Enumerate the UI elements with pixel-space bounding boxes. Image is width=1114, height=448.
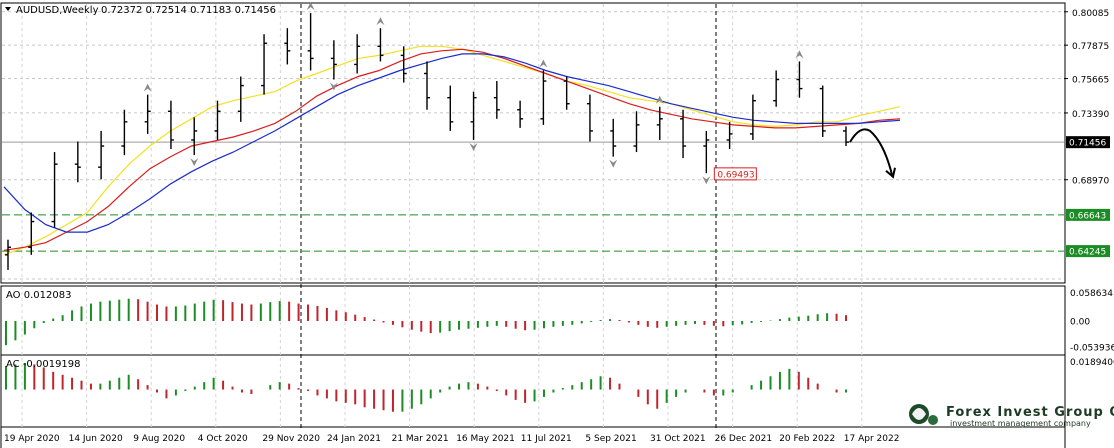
ohlc-bar (98, 130, 105, 180)
projection-arrow (849, 128, 893, 175)
ohlc-bar (447, 85, 454, 131)
fractal-up-icon (655, 95, 664, 104)
x-tick-label: 14 Jun 2020 (69, 434, 123, 444)
ohlc-bar (656, 106, 663, 140)
x-tick-label: 31 Oct 2021 (650, 434, 706, 444)
watermark-company: Forex Invest Group OU (946, 405, 1114, 420)
y-tick-label: 0.68970 (1072, 177, 1109, 187)
level-price-label: 0.66643 (1069, 211, 1106, 221)
ao-tick-label: 0.058634 (1070, 289, 1113, 299)
ohlc-bar (749, 94, 756, 140)
ohlc-bar (563, 76, 570, 110)
ohlc-bar (819, 85, 826, 137)
moving-average-ma-slow (3, 53, 901, 233)
ohlc-bar (726, 121, 733, 150)
x-tick-label: 16 May 2021 (456, 434, 515, 444)
ohlc-bar (330, 40, 337, 80)
ohlc-bar (377, 28, 384, 62)
x-tick-label: 19 Apr 2020 (4, 434, 60, 444)
ohlc-bar (517, 100, 524, 128)
ohlc-bar (354, 34, 361, 74)
fractal-up-icon (306, 2, 315, 11)
fractal-down-icon (469, 142, 478, 151)
ohlc-bar (680, 109, 687, 159)
ohlc-label: 0.72372 0.72514 0.71183 0.71456 (101, 5, 276, 16)
ac-tick-label: 0.0189406 (1070, 358, 1114, 368)
x-tick-label: 26 Dec 2021 (715, 434, 773, 444)
x-tick-label: 9 Aug 2020 (133, 434, 185, 444)
x-tick-label: 17 Apr 2022 (844, 434, 900, 444)
current-price-box (1066, 136, 1110, 149)
ohlc-bar (191, 117, 198, 156)
chart-title: AUDUSD,Weekly (16, 5, 99, 16)
moving-average-ma-mid (3, 48, 901, 251)
ohlc-bar (121, 109, 128, 156)
ohlc-bar (284, 28, 291, 65)
ohlc-bar (74, 141, 81, 183)
ohlc-bar (586, 94, 593, 142)
ohlc-bar (167, 100, 174, 150)
fractal-up-icon (795, 50, 804, 59)
ohlc-bar (470, 91, 477, 140)
main-panel (0, 2, 1066, 284)
ohlc-bar (843, 126, 849, 147)
ohlc-bar (610, 118, 617, 157)
current-price-label: 0.71456 (1069, 139, 1106, 149)
ohlc-bar (28, 212, 35, 255)
ohlc-bar (773, 70, 780, 107)
fractal-up-icon (143, 83, 152, 92)
y-tick-label: 0.80085 (1072, 9, 1109, 19)
x-tick-label: 11 Jul 2021 (521, 434, 572, 444)
fractal-down-icon (609, 159, 618, 168)
fractal-up-icon (376, 17, 385, 26)
ohlc-bar (400, 46, 407, 83)
low-marker-label: 0.69493 (717, 170, 754, 180)
ao-label: AO 0.012083 (6, 290, 71, 301)
ohlc-bar (5, 239, 11, 270)
x-tick-label: 5 Sep 2021 (585, 434, 636, 444)
watermark-tagline: investment management company (950, 419, 1091, 428)
fractal-down-icon (329, 82, 338, 91)
y-tick-label: 0.73390 (1072, 110, 1109, 120)
ohlc-bar (51, 152, 58, 228)
y-tick-label: 0.77875 (1072, 42, 1109, 52)
moving-average-ma-fast (3, 45, 901, 256)
low-marker-box (713, 167, 757, 181)
ohlc-bar (307, 13, 314, 71)
level-price-label: 0.64245 (1069, 248, 1106, 258)
ao-panel (0, 285, 1066, 448)
fractal-down-icon (190, 158, 199, 167)
level-price-box (1066, 245, 1110, 258)
watermark-logo (909, 404, 938, 425)
ohlc-bar (493, 81, 500, 119)
ohlc-bar (703, 130, 710, 174)
ohlc-bar (424, 61, 430, 110)
ohlc-bar (261, 34, 268, 95)
dropdown-arrow-icon[interactable] (5, 7, 11, 11)
ohlc-bar (144, 94, 151, 134)
x-tick-label: 4 Oct 2020 (198, 434, 248, 444)
x-tick-label: 20 Feb 2022 (779, 434, 835, 444)
y-tick-label: 0.75665 (1072, 76, 1109, 86)
x-tick-label: 29 Nov 2020 (262, 434, 320, 444)
arrow-head-icon (885, 167, 896, 179)
ohlc-bar (633, 111, 640, 153)
ac-label: AC -0.0019198 (6, 359, 81, 370)
fractal-up-icon (539, 59, 548, 68)
level-price-box (1066, 208, 1110, 221)
ao-tick-label: 0.00 (1070, 318, 1090, 328)
ohlc-bar (796, 61, 803, 98)
x-tick-label: 24 Jan 2021 (327, 434, 381, 444)
x-tick-label: 21 Mar 2021 (392, 434, 449, 444)
ohlc-bar (214, 100, 221, 140)
ao-tick-label: -0.053936 (1070, 344, 1114, 354)
ohlc-bar (540, 70, 547, 125)
ohlc-bar (237, 76, 244, 122)
fractal-down-icon (702, 176, 711, 185)
